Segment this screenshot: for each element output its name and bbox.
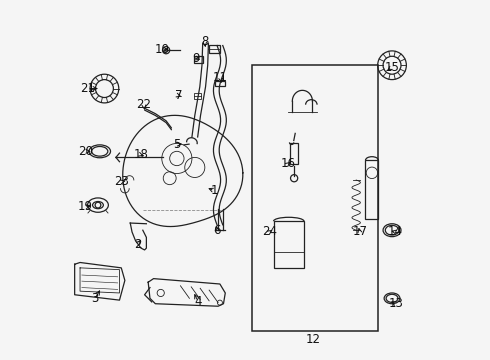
Bar	[215, 81, 225, 86]
Text: 7: 7	[175, 89, 182, 102]
Bar	[194, 93, 201, 99]
Text: 6: 6	[213, 224, 221, 237]
Text: 24: 24	[262, 225, 277, 238]
Text: 13: 13	[388, 297, 403, 310]
Text: 4: 4	[195, 296, 202, 309]
Text: 18: 18	[134, 148, 148, 161]
Text: 16: 16	[281, 157, 295, 170]
Text: 23: 23	[114, 175, 129, 188]
Text: 22: 22	[136, 98, 151, 111]
Text: 19: 19	[78, 201, 93, 213]
Text: 17: 17	[352, 225, 368, 238]
Text: 1: 1	[211, 184, 218, 197]
Text: 14: 14	[388, 225, 403, 238]
Bar	[194, 56, 203, 63]
Text: 3: 3	[92, 292, 99, 305]
Bar	[274, 221, 304, 268]
Text: 8: 8	[201, 35, 208, 49]
Text: 21: 21	[80, 82, 95, 95]
Bar	[252, 65, 378, 330]
Bar	[290, 143, 298, 164]
Bar	[366, 160, 378, 220]
Text: 11: 11	[213, 71, 228, 84]
Text: 5: 5	[173, 138, 180, 150]
Text: 2: 2	[134, 238, 141, 251]
Bar	[209, 45, 220, 53]
Text: 9: 9	[192, 51, 199, 64]
Text: 12: 12	[306, 333, 320, 346]
Text: 10: 10	[155, 42, 170, 55]
Text: 20: 20	[78, 145, 93, 158]
Text: 15: 15	[385, 60, 399, 73]
